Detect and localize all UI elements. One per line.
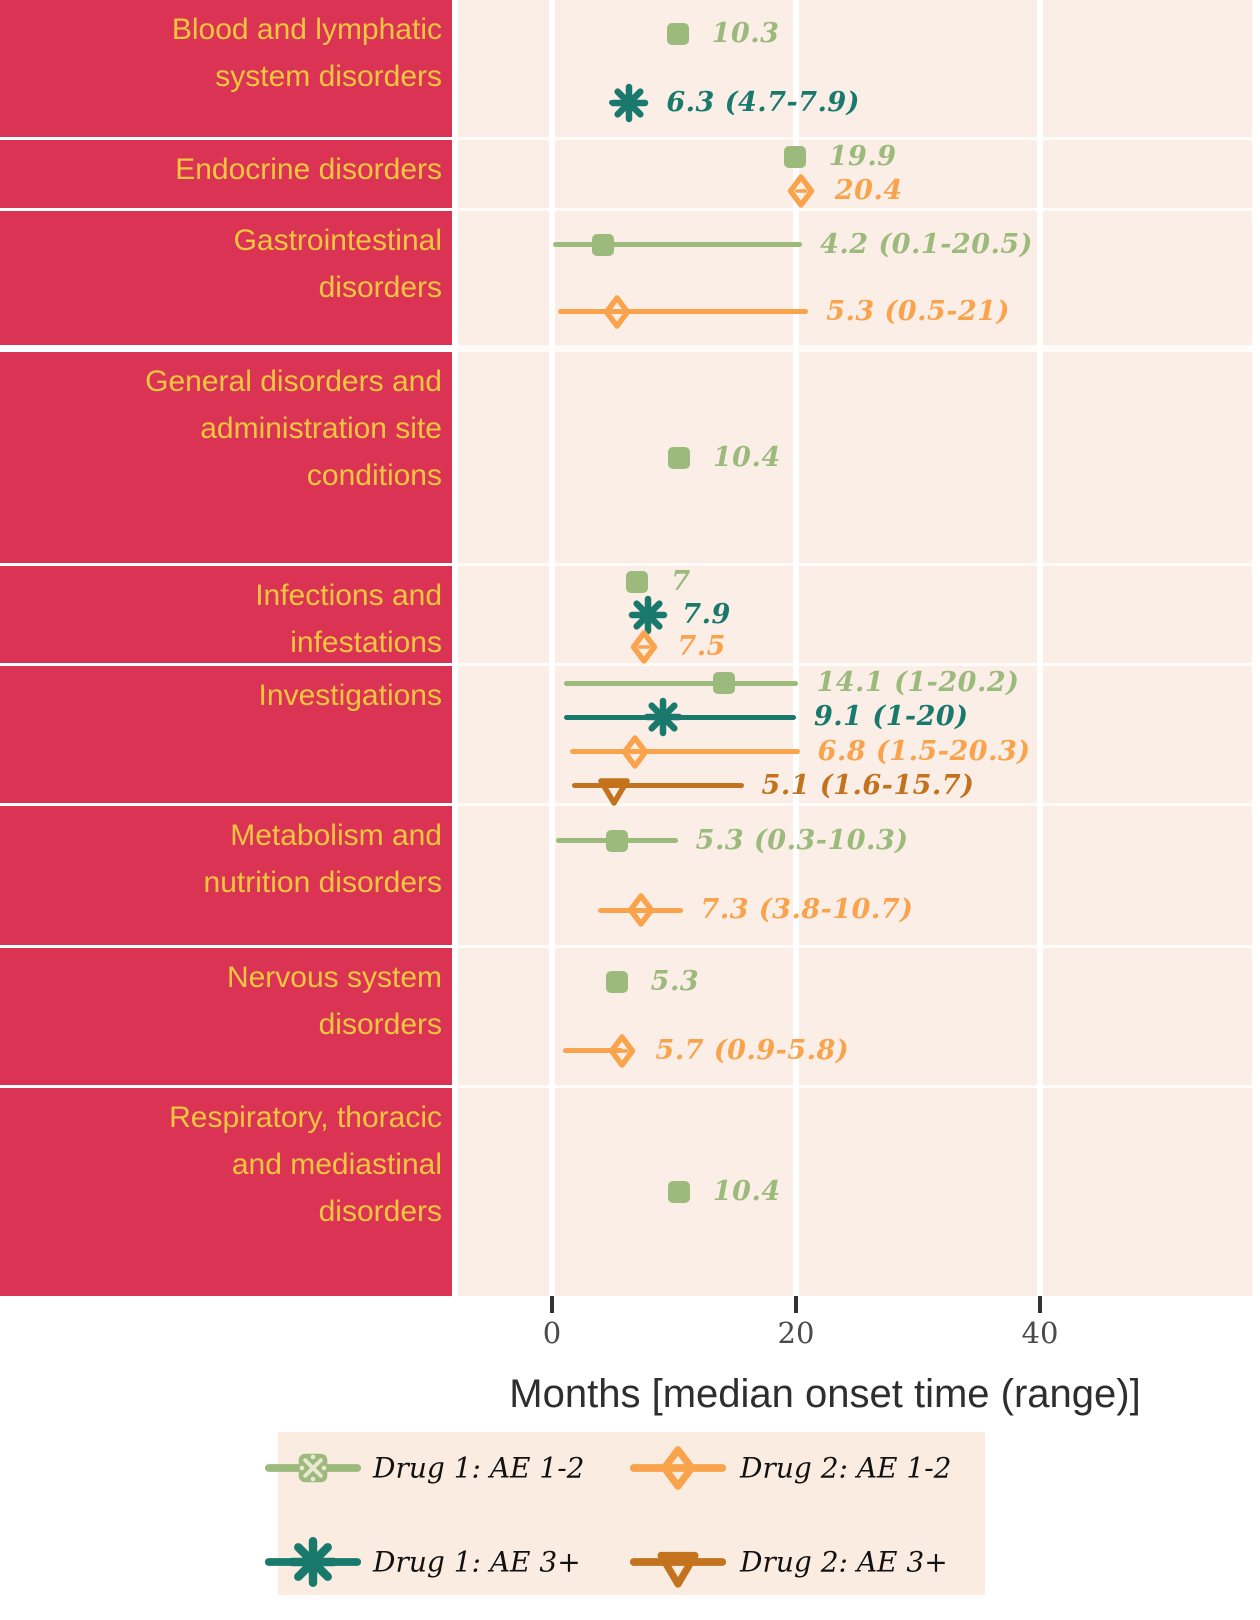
asterisk-marker-icon: [603, 657, 723, 782]
category-label: Endocrine disorders: [175, 153, 442, 186]
value-label: 5.3 (0.5-21): [826, 295, 1010, 327]
diamond-marker-icon: [741, 131, 861, 256]
range-line: [558, 309, 809, 314]
square-marker-icon: [619, 398, 739, 523]
value-label: 14.1 (1-20.2): [816, 667, 1020, 699]
category-panel: Investigations: [0, 666, 452, 803]
category-panel: Endocrine disorders: [0, 140, 452, 208]
diamond-marker-icon: [575, 692, 695, 817]
category-panel: Blood and lymphatic system disorders: [0, 0, 452, 137]
square-marker-icon: [577, 522, 697, 647]
panel-separator: [458, 663, 1252, 666]
legend-item-label: Drug 2: AE 1-2: [740, 1451, 952, 1485]
value-label: 7: [671, 566, 691, 598]
asterisk-marker-icon: [588, 555, 708, 680]
value-label: 19.9: [828, 140, 897, 172]
value-label: 6.3 (4.7-7.9): [666, 86, 860, 118]
square-marker-icon: [557, 781, 677, 906]
square-marker-icon: [735, 97, 855, 222]
diamond-marker-icon: [557, 252, 677, 377]
range-line: [553, 242, 803, 247]
range-line: [570, 749, 800, 755]
gridline-vertical: [1037, 0, 1043, 1296]
value-label: 7.5: [677, 630, 726, 662]
category-label: Investigations: [258, 679, 442, 712]
legend-triangle-marker-icon: [603, 1487, 753, 1620]
value-label: 7.9: [682, 598, 731, 630]
diamond-marker-icon: [562, 991, 682, 1116]
triangle-marker-icon: [554, 726, 674, 851]
value-label: 9.1 (1-20): [814, 701, 969, 733]
category-label: Metabolism and nutrition disorders: [203, 819, 442, 899]
diamond-marker-icon: [581, 850, 701, 975]
value-label: 5.7 (0.9-5.8): [655, 1034, 850, 1066]
x-axis-tick: [550, 1296, 554, 1313]
gridline-vertical: [793, 0, 799, 1296]
diamond-marker-icon: [584, 587, 704, 712]
value-label: 5.3 (0.3-10.3): [695, 824, 909, 856]
x-axis-title: Months [median onset time (range)]: [509, 1372, 1141, 1416]
value-label: 6.8 (1.5-20.3): [817, 735, 1031, 767]
x-axis-tick-label: 0: [542, 1316, 562, 1350]
square-marker-icon: [543, 185, 663, 310]
legend-item-label: Drug 1: AE 3+: [373, 1545, 581, 1579]
category-label: Nervous system disorders: [226, 961, 442, 1041]
range-line: [571, 783, 744, 789]
value-label: 5.3: [650, 966, 700, 998]
value-label: 7.3 (3.8-10.7): [700, 894, 914, 926]
legend-diamond-marker-icon: [603, 1393, 753, 1548]
panel-separator: [458, 1085, 1252, 1088]
legend-item-label: Drug 1: AE 1-2: [373, 1451, 585, 1485]
panel-separator: [458, 208, 1252, 211]
value-label: 5.1 (1.6-15.7): [761, 769, 975, 801]
category-panel: Infections and infestations: [0, 566, 452, 663]
value-label: 4.2 (0.1-20.5): [820, 228, 1033, 260]
category-panel: General disorders and administration sit…: [0, 352, 452, 563]
category-panel: Metabolism and nutrition disorders: [0, 806, 452, 945]
category-label: General disorders and administration sit…: [145, 365, 442, 492]
legend-item-label: Drug 2: AE 3+: [740, 1545, 948, 1579]
plot-area: [458, 0, 1252, 1296]
x-axis-tick: [1038, 1296, 1042, 1313]
panel-separator: [458, 345, 1252, 352]
value-label: 10.4: [712, 441, 781, 473]
square-marker-icon: [618, 0, 738, 99]
range-line: [564, 680, 799, 686]
category-label: Infections and infestations: [255, 579, 442, 659]
value-label: 10.3: [711, 18, 780, 50]
category-panel: Respiratory, thoracic and mediastinal di…: [0, 1088, 452, 1296]
square-marker-icon: [664, 623, 784, 748]
legend: Drug 1: AE 1-2 Drug 2: AE 1-2 Drug 1: AE 3…: [264, 1432, 985, 1595]
panel-separator: [458, 137, 1252, 140]
category-label: Gastrointestinal disorders: [233, 224, 442, 304]
asterisk-marker-icon: [569, 43, 689, 168]
gridline-vertical: [549, 0, 555, 1296]
category-label: Respiratory, thoracic and mediastinal di…: [169, 1101, 442, 1228]
panel-separator: [458, 563, 1252, 566]
panel-separator: [458, 803, 1252, 806]
value-label: 10.4: [712, 1175, 781, 1207]
legend-square-marker-icon: [238, 1393, 388, 1548]
category-panel: Gastrointestinal disorders: [0, 211, 452, 345]
x-axis-tick-label: 20: [777, 1316, 815, 1350]
square-marker-icon: [557, 922, 677, 1047]
value-label: 20.4: [834, 174, 903, 206]
square-marker-icon: [619, 1132, 739, 1257]
category-panel: Nervous system disorders: [0, 948, 452, 1085]
panel-separator: [458, 945, 1252, 948]
x-axis-tick-label: 40: [1021, 1316, 1059, 1350]
range-line: [562, 1048, 623, 1054]
legend-asterisk-marker-icon: [238, 1487, 388, 1620]
category-label: Blood and lymphatic system disorders: [171, 13, 442, 93]
x-axis-tick: [794, 1296, 798, 1313]
